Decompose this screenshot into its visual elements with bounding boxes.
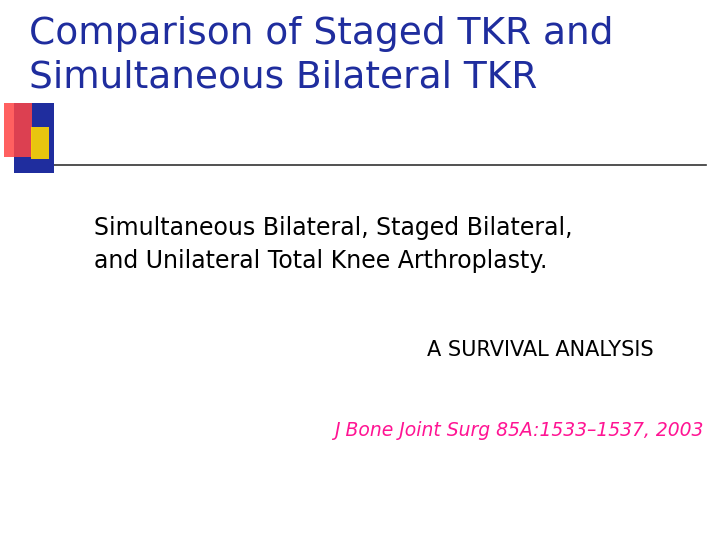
Text: J Bone Joint Surg 85A:1533–1537, 2003: J Bone Joint Surg 85A:1533–1537, 2003 — [333, 421, 703, 440]
Bar — [31, 127, 49, 159]
Text: Comparison of Staged TKR and
Simultaneous Bilateral TKR: Comparison of Staged TKR and Simultaneou… — [29, 16, 613, 95]
Bar — [14, 103, 54, 173]
Text: Simultaneous Bilateral, Staged Bilateral,
and Unilateral Total Knee Arthroplasty: Simultaneous Bilateral, Staged Bilateral… — [94, 216, 572, 273]
Text: A SURVIVAL ANALYSIS: A SURVIVAL ANALYSIS — [427, 340, 653, 360]
Bar — [4, 103, 32, 157]
